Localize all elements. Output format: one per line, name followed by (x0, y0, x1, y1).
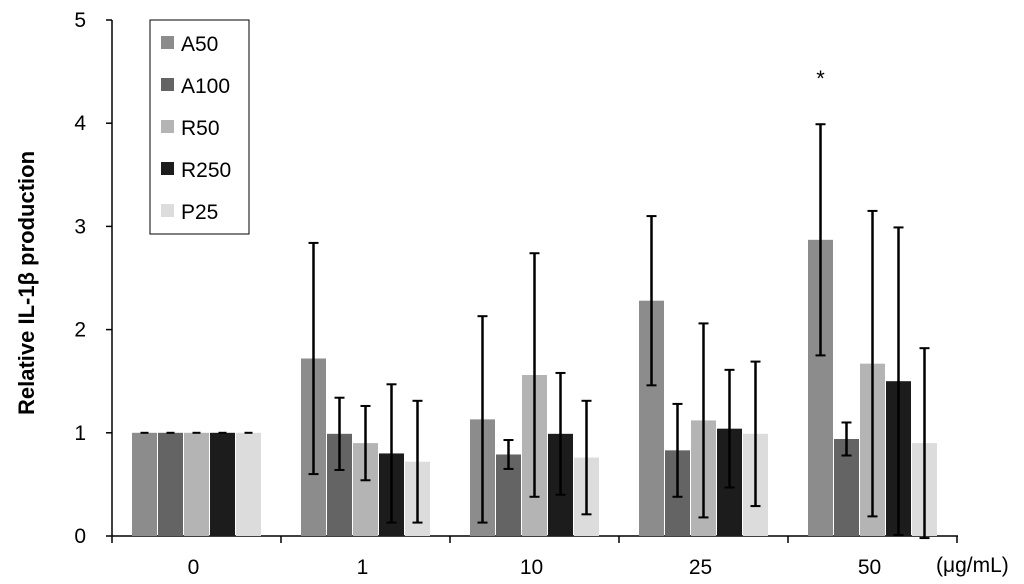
legend-label: P25 (181, 201, 218, 224)
legend: A50 A100 R50 R250 P25 (149, 19, 250, 235)
x-tick-label: 0 (188, 556, 200, 579)
legend-label: A50 (181, 33, 218, 56)
x-tick-label: 50 (858, 556, 881, 579)
y-tick-label: 4 (74, 112, 86, 135)
x-tick-label: 10 (520, 556, 543, 579)
legend-label: R50 (181, 117, 220, 140)
y-tick-label: 2 (74, 319, 86, 342)
y-tick-label: 1 (74, 422, 86, 445)
bar (210, 432, 235, 536)
error-bars (140, 123, 930, 540)
annotations: * (816, 66, 825, 91)
bar (236, 432, 261, 536)
x-tick-label: 1 (357, 556, 369, 579)
legend-swatch (161, 162, 174, 175)
legend-label: A100 (181, 75, 230, 98)
legend-label: R250 (181, 159, 231, 182)
y-tick-label: 0 (74, 525, 86, 548)
bar (158, 432, 183, 536)
x-tick-label: 25 (689, 556, 712, 579)
legend-swatch (161, 78, 174, 91)
bar (184, 432, 209, 536)
significance-mark: * (816, 66, 825, 91)
legend-swatch (161, 120, 174, 133)
x-unit-label: (μg/mL) (936, 554, 1009, 577)
bar (132, 432, 157, 536)
legend-swatch (161, 204, 174, 217)
legend-swatch (161, 36, 174, 49)
y-axis-label: Relative IL-1β production (14, 151, 39, 415)
y-tick-label: 5 (74, 9, 86, 32)
y-tick-label: 3 (74, 215, 86, 238)
